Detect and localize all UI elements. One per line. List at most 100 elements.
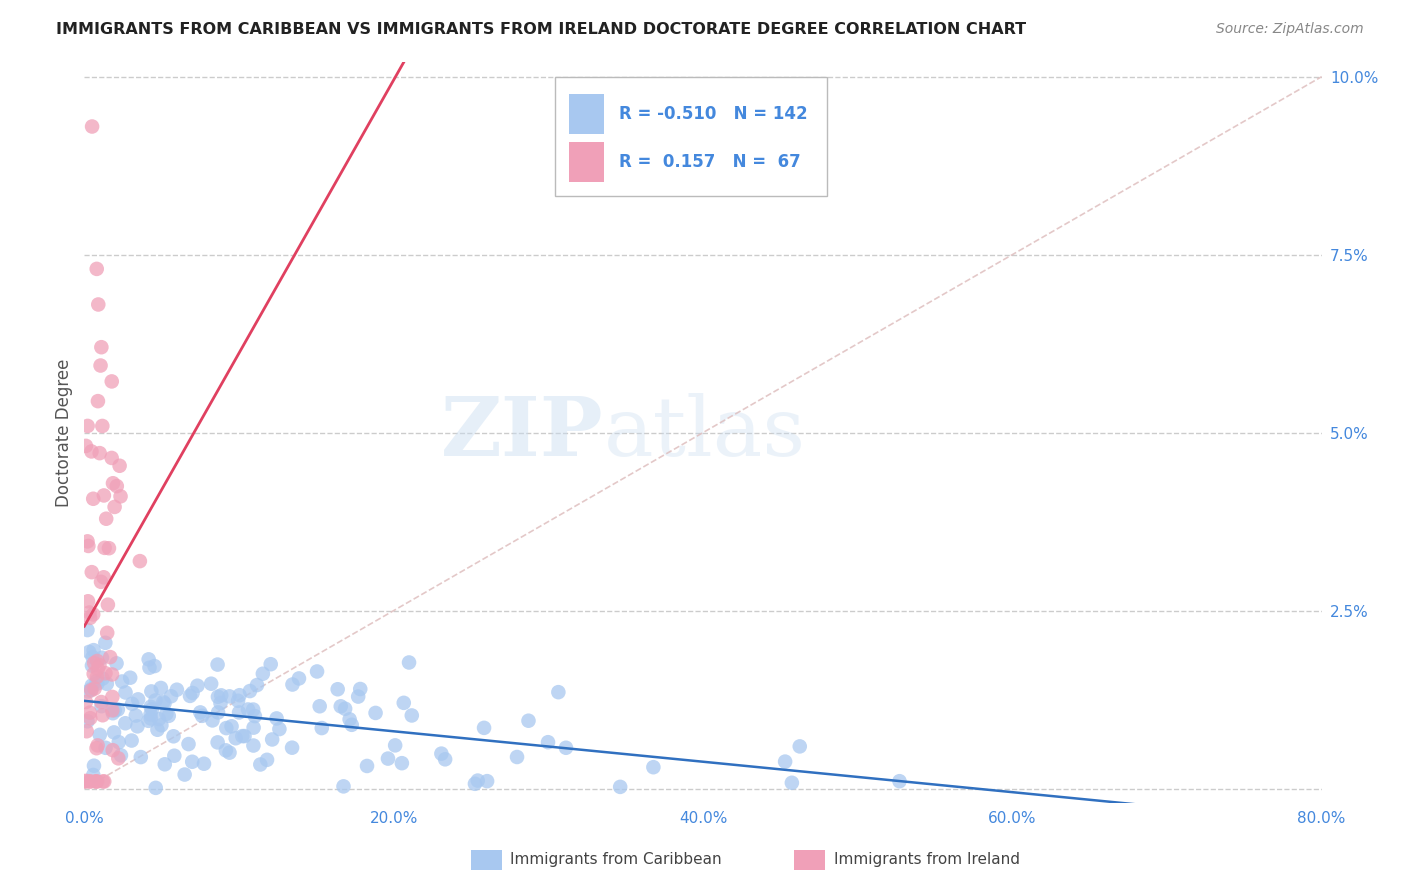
Point [86, 674, 108, 689]
Point [138, 661, 160, 675]
Point [75, 695, 97, 709]
Point [547, 685, 569, 699]
Point [401, 708, 423, 723]
Point [339, 712, 361, 726]
Point [96, 625, 118, 640]
Point [281, 740, 304, 755]
Point [77, 645, 100, 659]
Point [77, 594, 100, 608]
Point [76, 714, 98, 729]
Point [262, 732, 284, 747]
Text: R = -0.510   N = 142: R = -0.510 N = 142 [619, 105, 807, 123]
Point [475, 774, 498, 789]
Point [97, 598, 120, 612]
Point [188, 706, 211, 720]
Point [98, 650, 121, 665]
Point [207, 706, 229, 720]
Point [91, 672, 114, 686]
Point [181, 755, 204, 769]
Point [93, 570, 115, 584]
Point [236, 702, 259, 716]
Text: IMMIGRANTS FROM CARIBBEAN VS IMMIGRANTS FROM IRELAND DOCTORATE DEGREE CORRELATIO: IMMIGRANTS FROM CARIBBEAN VS IMMIGRANTS … [56, 22, 1026, 37]
Point [76, 724, 98, 739]
Point [114, 685, 136, 699]
Point [87, 662, 110, 676]
Point [228, 706, 250, 720]
Point [384, 739, 406, 753]
Point [121, 733, 143, 747]
Point [472, 721, 495, 735]
Point [107, 702, 129, 716]
Point [155, 706, 177, 721]
Point [517, 714, 540, 728]
Point [86, 774, 108, 789]
Point [152, 695, 174, 709]
Point [329, 699, 352, 714]
Point [207, 735, 229, 749]
Point [288, 672, 311, 686]
Point [537, 735, 560, 749]
Point [83, 656, 105, 670]
Point [104, 500, 127, 514]
Point [127, 692, 149, 706]
Point [153, 757, 176, 772]
Point [139, 707, 162, 722]
Point [139, 699, 162, 714]
Point [101, 690, 124, 704]
Point [82, 768, 104, 782]
Point [242, 702, 264, 716]
Point [269, 722, 291, 736]
Point [108, 458, 131, 473]
Point [80, 683, 103, 698]
Point [128, 554, 150, 568]
Point [149, 681, 172, 695]
Point [89, 658, 111, 673]
Point [218, 746, 240, 760]
Point [129, 750, 152, 764]
Point [96, 677, 118, 691]
Point [145, 780, 167, 795]
Point [127, 719, 149, 733]
Point [91, 708, 114, 723]
Point [191, 709, 214, 723]
Point [308, 699, 330, 714]
Point [138, 714, 160, 728]
Point [79, 711, 101, 725]
Point [364, 706, 387, 720]
Text: ZIP: ZIP [441, 392, 605, 473]
Point [87, 297, 110, 311]
Point [89, 446, 111, 460]
Point [89, 728, 111, 742]
Point [643, 760, 665, 774]
Point [93, 488, 115, 502]
Point [218, 690, 240, 704]
Point [181, 686, 204, 700]
Point [90, 695, 112, 709]
Point [76, 623, 98, 637]
Point [82, 491, 104, 506]
Point [87, 394, 110, 409]
Point [105, 657, 128, 671]
Point [430, 747, 453, 761]
Point [90, 574, 112, 589]
Point [242, 739, 264, 753]
Point [121, 697, 143, 711]
Point [91, 419, 114, 434]
Point [349, 681, 371, 696]
Point [246, 678, 269, 692]
Point [90, 340, 112, 354]
Point [207, 657, 229, 672]
Point [153, 697, 176, 711]
Point [110, 489, 132, 503]
Point [83, 643, 105, 657]
Point [162, 729, 184, 743]
Point [221, 719, 243, 733]
Point [76, 534, 98, 549]
Bar [569, 142, 605, 182]
Bar [569, 94, 605, 135]
Point [391, 756, 413, 771]
Point [120, 671, 142, 685]
Point [200, 677, 222, 691]
Point [83, 681, 105, 696]
Point [86, 261, 108, 276]
